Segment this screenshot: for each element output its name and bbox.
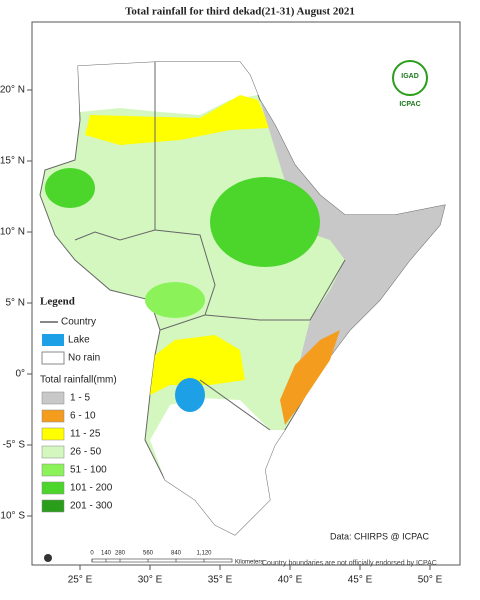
logo-ring: [392, 60, 428, 96]
west-green: [45, 168, 95, 208]
map-region: [39, 61, 446, 536]
scale-label: 1,120: [196, 551, 212, 557]
legend-swatch: [42, 334, 64, 346]
legend-label: 1 - 5: [70, 393, 90, 404]
highland-green: [210, 177, 320, 267]
north-arrow: [44, 554, 52, 562]
south-dry: [150, 398, 285, 535]
scale-label: 140: [101, 551, 112, 557]
scale-label: 560: [143, 551, 154, 557]
legend-label: Lake: [68, 335, 90, 346]
legend-swatch: [41, 445, 65, 459]
legend-label: Total rainfall(mm): [40, 375, 117, 386]
border: [204, 259, 346, 321]
lat-label: 10° N: [0, 227, 25, 238]
south-sudan-green: [145, 282, 205, 318]
lat-label: 5° N: [5, 298, 25, 309]
east-dry: [260, 100, 445, 370]
lon-label: 30° E: [138, 575, 163, 586]
equator-band: [150, 335, 245, 395]
legend-label: 11 - 25: [70, 429, 101, 440]
scale-label: 840: [171, 551, 182, 557]
map-title: Total rainfall for third dekad(21-31) Au…: [125, 6, 355, 18]
border: [154, 229, 216, 331]
lon-label: 25° E: [68, 575, 93, 586]
legend-swatch: [41, 481, 65, 495]
scale-bar: [91, 558, 233, 563]
logo: IGAD ICPAC: [392, 60, 428, 108]
scale-label: 280: [115, 551, 126, 557]
legend-swatch: [41, 351, 65, 365]
legend-swatch: [41, 391, 65, 405]
border: [74, 62, 156, 241]
lat-label: 0°: [15, 369, 25, 380]
scale-unit: Kilometers: [235, 560, 263, 566]
north-band: [85, 95, 270, 145]
credit: Data: CHIRPS @ ICPAC: [330, 531, 429, 541]
lon-label: 45° E: [348, 575, 373, 586]
legend-swatch: [41, 427, 65, 441]
legend-label: No rain: [68, 353, 100, 364]
logo-name: IGAD: [401, 73, 419, 80]
coast-band: [280, 330, 340, 425]
border: [199, 379, 271, 431]
lat-label: 15° N: [0, 156, 25, 167]
logo-org: ICPAC: [399, 101, 420, 108]
lon-label: 40° E: [278, 575, 303, 586]
legend-label: 6 - 10: [70, 411, 96, 422]
legend-swatch: [41, 409, 65, 423]
legend-swatch: [41, 463, 65, 477]
lon-label: 50° E: [418, 575, 443, 586]
scale-rect: [91, 558, 233, 563]
legend-title: Legend: [40, 296, 75, 308]
lon-label: 35° E: [208, 575, 233, 586]
scale-label: 0: [90, 551, 94, 557]
legend-label: 51 - 100: [70, 465, 107, 476]
legend-label: 101 - 200: [70, 483, 113, 494]
lat-label: -10° S: [0, 511, 25, 522]
lat-label: -5° S: [3, 440, 26, 451]
legend-label: Country: [61, 317, 96, 328]
legend-label: 26 - 50: [70, 447, 102, 458]
legend-label: 201 - 300: [70, 501, 113, 512]
legend-swatch: [41, 499, 65, 513]
lat-label: 20° N: [0, 85, 25, 96]
lake-victoria: [175, 378, 205, 412]
disclaimer: Country boundaries are not officially en…: [262, 560, 437, 567]
north-dry: [78, 62, 258, 115]
